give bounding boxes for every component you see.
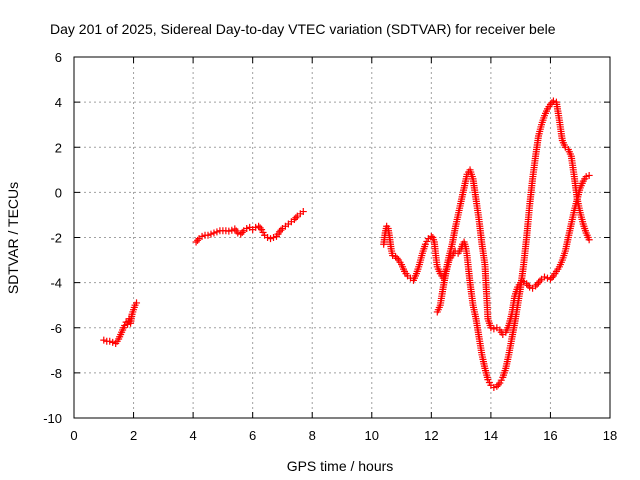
data-point <box>487 324 495 332</box>
data-point <box>213 228 221 236</box>
x-tick-label: 4 <box>189 428 196 443</box>
data-point <box>490 384 498 392</box>
y-tick-label: 6 <box>55 50 62 65</box>
data-point <box>548 274 556 282</box>
y-tick-label: 4 <box>55 95 62 110</box>
data-point <box>192 238 200 246</box>
data-point <box>121 321 129 329</box>
data-point <box>526 283 534 291</box>
data-point <box>109 338 117 346</box>
data-point <box>100 336 108 344</box>
data-point <box>532 282 540 290</box>
y-tick-label: -10 <box>43 411 62 426</box>
data-point <box>299 208 307 216</box>
data-point <box>393 254 401 262</box>
data-point <box>389 252 397 260</box>
data-point <box>540 273 548 281</box>
series-segment-2 <box>192 208 307 246</box>
x-tick-label: 14 <box>484 428 498 443</box>
data-point <box>225 227 233 235</box>
data-point <box>267 235 275 243</box>
series-segment-1 <box>100 299 141 348</box>
data-point <box>194 236 202 244</box>
data-point <box>255 222 263 230</box>
data-point <box>256 224 264 232</box>
data-point <box>392 253 400 261</box>
data-point <box>533 280 541 288</box>
data-point <box>493 382 501 390</box>
data-point <box>228 226 236 234</box>
series-segment-3 <box>380 166 593 339</box>
x-tick-label: 8 <box>309 428 316 443</box>
x-tick-label: 6 <box>249 428 256 443</box>
data-point <box>494 381 502 389</box>
y-tick-label: -4 <box>50 276 62 291</box>
y-tick-label: 2 <box>55 140 62 155</box>
data-point <box>290 215 298 223</box>
series-segment-4 <box>433 97 593 392</box>
data-point <box>524 281 532 289</box>
data-point <box>275 228 283 236</box>
data-point <box>237 230 245 238</box>
data-point <box>549 97 557 105</box>
data-point <box>585 171 593 179</box>
x-tick-label: 10 <box>365 428 379 443</box>
y-tick-label: 0 <box>55 185 62 200</box>
y-tick-label: -8 <box>50 366 62 381</box>
data-point <box>277 226 285 234</box>
data-point <box>585 236 593 244</box>
data-point <box>292 214 300 222</box>
data-point <box>106 337 114 345</box>
data-point <box>243 224 251 232</box>
x-tick-label: 16 <box>543 428 557 443</box>
data-point <box>204 231 212 239</box>
y-tick-label: -6 <box>50 321 62 336</box>
data-point <box>264 234 272 241</box>
x-tick-label: 2 <box>130 428 137 443</box>
data-point <box>490 325 498 333</box>
data-point <box>523 280 531 288</box>
x-tick-label: 0 <box>70 428 77 443</box>
data-point <box>207 230 215 238</box>
x-axis-title: GPS time / hours <box>287 458 394 474</box>
data-point <box>198 232 206 240</box>
data-point <box>270 234 278 241</box>
y-axis-title: SDTVAR / TECUs <box>5 182 21 294</box>
data-point <box>210 229 218 237</box>
x-tick-label: 18 <box>603 428 617 443</box>
data-point <box>546 275 554 283</box>
data-point <box>536 277 544 285</box>
y-tick-label: -2 <box>50 231 62 246</box>
data-point <box>546 100 554 108</box>
x-tick-label: 12 <box>424 428 438 443</box>
tick-layer: 0 2 4 6 8 10 12 14 16 18 -10 -8 -6 -4 -2 0 2 4 6 <box>43 50 617 443</box>
data-point <box>133 299 141 307</box>
chart-title: Day 201 of 2025, Sidereal Day-to-day VTE… <box>50 21 556 37</box>
data-point <box>238 228 246 236</box>
data-layer <box>100 97 593 392</box>
data-point <box>582 173 590 181</box>
data-point <box>535 279 543 287</box>
